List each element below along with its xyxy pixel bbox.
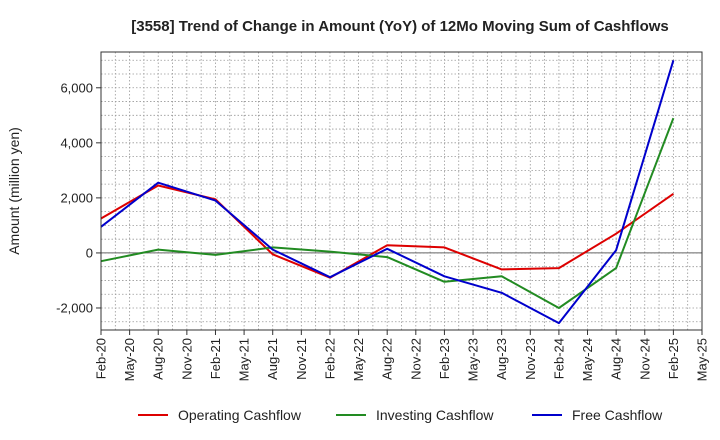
y-tick-label: -2,000 xyxy=(56,300,93,315)
legend-label: Free Cashflow xyxy=(572,407,663,423)
x-tick-label: Aug-21 xyxy=(265,338,280,380)
x-tick-label: Aug-22 xyxy=(380,338,395,380)
y-tick-label: 6,000 xyxy=(60,80,93,95)
x-tick-label: May-24 xyxy=(580,338,595,381)
x-tick-label: Nov-22 xyxy=(408,338,423,380)
x-tick-label: Feb-23 xyxy=(437,338,452,379)
x-tick-label: Aug-23 xyxy=(494,338,509,380)
y-axis-label: Amount (million yen) xyxy=(6,127,22,255)
x-tick-label: Aug-24 xyxy=(609,338,624,380)
x-tick-label: Feb-24 xyxy=(551,338,566,379)
series-line-1 xyxy=(100,117,675,309)
chart-title: [3558] Trend of Change in Amount (YoY) o… xyxy=(131,18,669,35)
y-tick-label: 4,000 xyxy=(60,135,93,150)
series-lines xyxy=(100,60,675,325)
x-tick-label: Feb-22 xyxy=(322,338,337,379)
x-tick-label: May-20 xyxy=(122,338,137,381)
y-axis-ticks: -2,000 0 2,000 4,000 6,000 xyxy=(56,80,101,315)
series-line-2 xyxy=(100,60,675,325)
y-tick-label: 0 xyxy=(86,245,93,260)
plot-frame xyxy=(100,51,703,331)
x-tick-label: Nov-20 xyxy=(179,338,194,380)
grid-lines xyxy=(100,52,703,330)
x-tick-label: Nov-21 xyxy=(294,338,309,380)
x-tick-label: Feb-25 xyxy=(666,338,681,379)
x-tick-label: Aug-20 xyxy=(151,338,166,380)
legend: Operating Cashflow Investing Cashflow Free… xyxy=(138,407,663,423)
x-tick-label: May-25 xyxy=(695,338,710,381)
x-tick-label: Nov-23 xyxy=(523,338,538,380)
x-tick-label: Feb-20 xyxy=(94,338,109,379)
x-tick-label: May-22 xyxy=(351,338,366,381)
x-tick-label: May-23 xyxy=(466,338,481,381)
x-tick-label: Nov-24 xyxy=(637,338,652,380)
y-tick-label: 2,000 xyxy=(60,190,93,205)
x-tick-label: Feb-21 xyxy=(208,338,223,379)
x-tick-label: May-21 xyxy=(237,338,252,381)
legend-label: Investing Cashflow xyxy=(376,407,494,423)
x-axis-ticks: Feb-20 May-20 Aug-20 Nov-20 Feb-21 May-21 Aug-… xyxy=(94,330,710,381)
legend-label: Operating Cashflow xyxy=(178,407,302,423)
